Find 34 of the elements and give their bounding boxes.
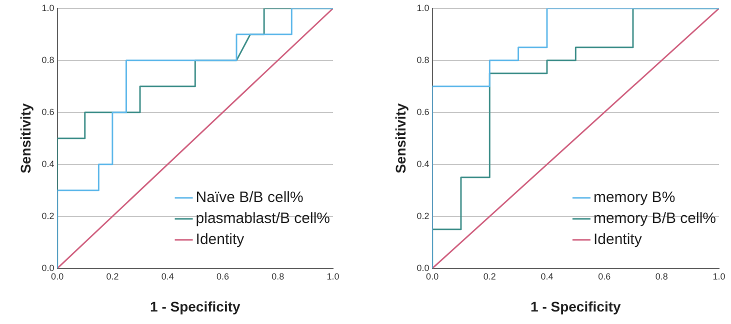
legend-label: memory B% (593, 189, 676, 206)
y-tick-label: 1.0 (42, 2, 54, 13)
y-tick-label: 0.4 (42, 158, 54, 169)
x-axis-title: 1 - Specificity (150, 298, 240, 314)
x-tick-label: 1.0 (326, 271, 340, 282)
legend-label: Naïve B/B cell% (196, 189, 304, 206)
y-tick-label: 0.8 (42, 54, 54, 65)
y-tick-label: 0.4 (416, 158, 430, 169)
y-tick-label: 0.6 (416, 106, 430, 117)
x-tick-label: 0.8 (655, 271, 668, 282)
x-tick-label: 0.8 (272, 271, 284, 282)
y-tick-label: 0.2 (416, 210, 430, 221)
y-axis-title: Sensitivity (17, 103, 34, 174)
x-tick-label: 0.2 (106, 271, 119, 282)
x-axis-title: 1 - Specificity (530, 298, 621, 314)
x-tick-label: 0.0 (51, 271, 64, 282)
x-tick-label: 0.4 (540, 271, 554, 282)
x-tick-label: 0.0 (426, 271, 439, 282)
legend-label: Identity (196, 231, 245, 248)
legend-label: plasmablast/B cell% (196, 210, 330, 228)
x-tick-label: 0.6 (598, 271, 611, 282)
y-tick-label: 0.6 (42, 106, 54, 117)
x-tick-label: 1.0 (712, 271, 726, 282)
y-axis-title: Sensitivity (392, 103, 408, 174)
x-tick-label: 0.4 (161, 271, 174, 282)
legend-label: memory B/B cell% (593, 210, 716, 228)
y-tick-label: 0.0 (416, 262, 430, 273)
y-tick-label: 0.0 (42, 262, 54, 273)
y-tick-label: 0.2 (42, 210, 54, 221)
y-tick-label: 0.8 (416, 54, 430, 65)
y-tick-label: 1.0 (416, 2, 430, 13)
x-tick-label: 0.2 (483, 271, 496, 282)
legend-label: Identity (593, 231, 642, 248)
x-tick-label: 0.6 (216, 271, 229, 282)
